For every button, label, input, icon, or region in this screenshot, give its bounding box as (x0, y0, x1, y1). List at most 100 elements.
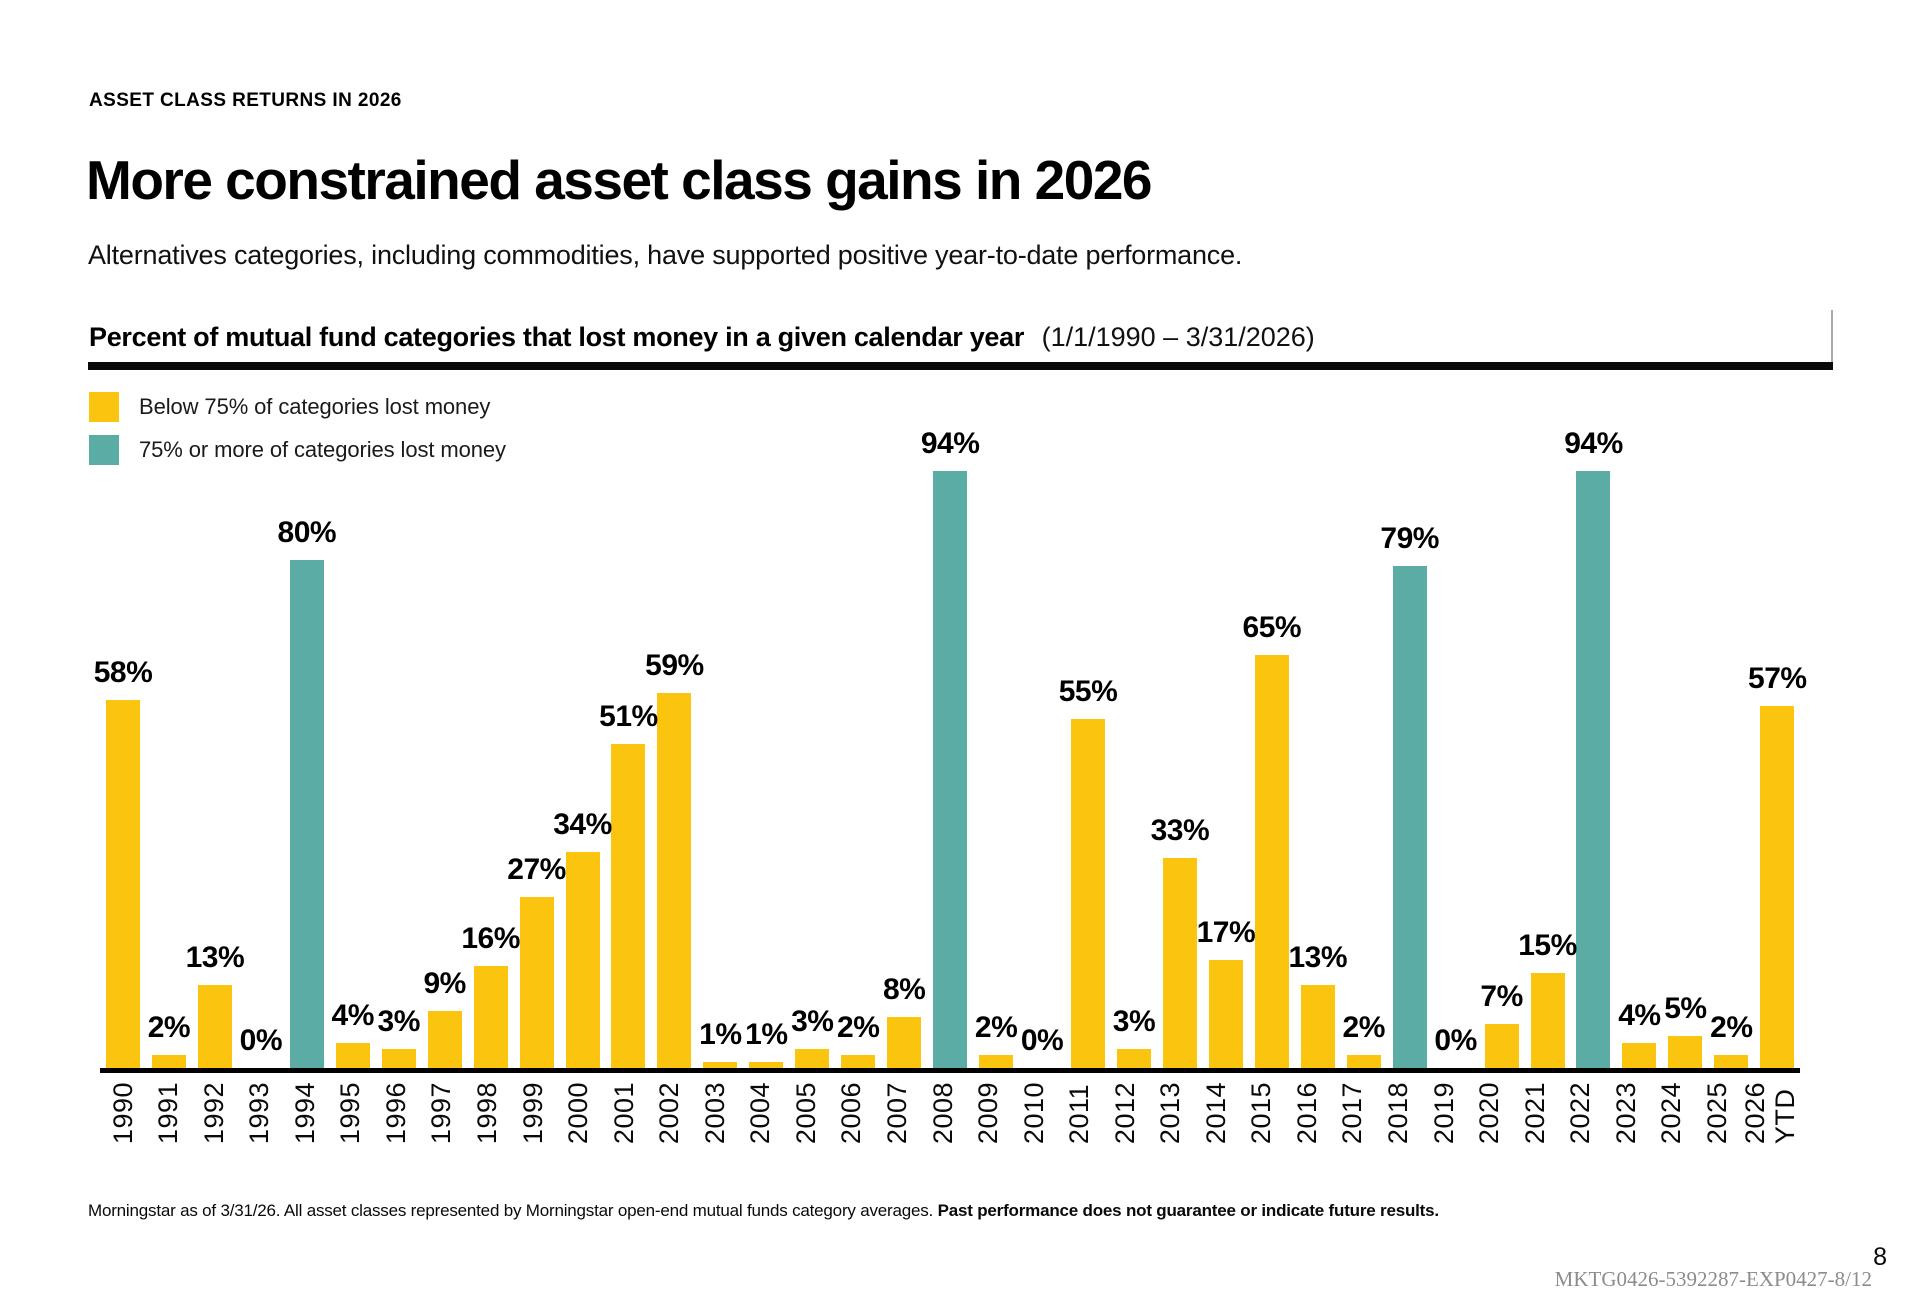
x-tick-label-2019: 2019 (1428, 1082, 1459, 1145)
bar-column-2020: 7% (1479, 433, 1525, 1068)
value-label-2026-YTD: 57% (1748, 662, 1807, 696)
x-tick-label-2004: 2004 (745, 1082, 776, 1145)
bar-column-2002: 59% (645, 433, 704, 1068)
x-tick-2008: 2008 (920, 1073, 966, 1144)
value-label-2025: 2% (1710, 1011, 1753, 1045)
x-tick-label-1994: 1994 (289, 1082, 320, 1145)
legend-item-below-75: Below 75% of categories lost money (89, 392, 506, 422)
x-tick-label-1999: 1999 (517, 1082, 548, 1145)
bar-chart-x-axis: 1990 1991 1992 1993 1994 1995 1996 1997 1998 1999… (100, 1073, 1800, 1144)
bar-1998 (473, 966, 508, 1068)
value-label-1990: 58% (93, 655, 153, 689)
bar-2020 (1484, 1023, 1519, 1068)
x-tick-2026-YTD: 2026 YTD (1740, 1073, 1800, 1144)
bar-column-1996: 3% (376, 433, 422, 1068)
bar-column-2003: 1% (697, 433, 743, 1068)
x-tick-label-2000: 2000 (563, 1082, 594, 1145)
x-tick-label-2010: 2010 (1018, 1082, 1049, 1145)
x-tick-2022: 2022 (1558, 1073, 1604, 1144)
bar-column-2025: 2% (1708, 433, 1754, 1068)
x-tick-2023: 2023 (1603, 1073, 1649, 1144)
x-tick-label-2015: 2015 (1246, 1082, 1277, 1145)
x-tick-1992: 1992 (191, 1073, 237, 1144)
footnote-source-text: Morningstar as of 3/31/26. All asset cla… (88, 1201, 938, 1220)
bar-column-2011: 55% (1059, 433, 1118, 1068)
bar-column-2015: 65% (1243, 433, 1302, 1068)
legend-swatch-teal (89, 435, 119, 465)
value-label-2013: 33% (1150, 814, 1210, 848)
bar-2015 (1254, 655, 1289, 1068)
bar-column-1993: 0% (238, 433, 284, 1068)
x-tick-1996: 1996 (373, 1073, 419, 1144)
x-tick-2013: 2013 (1148, 1073, 1194, 1144)
chart-title-date-range: (1/1/1990 – 3/31/2026) (1041, 322, 1315, 352)
x-tick-label-2024: 2024 (1656, 1082, 1687, 1145)
value-label-1991: 2% (147, 1011, 191, 1045)
x-tick-2000: 2000 (555, 1073, 601, 1144)
x-tick-2010: 2010 (1011, 1073, 1057, 1144)
bar-1990 (105, 699, 140, 1068)
chart-title: Percent of mutual fund categories that l… (89, 322, 1315, 353)
page-title: More constrained asset class gains in 20… (86, 149, 1153, 211)
bar-2021 (1530, 972, 1565, 1068)
legend-label: 75% or more of categories lost money (139, 437, 506, 462)
x-tick-2025: 2025 (1694, 1073, 1740, 1144)
x-tick-2009: 2009 (965, 1073, 1011, 1144)
bar-2007 (887, 1017, 922, 1068)
x-tick-2019: 2019 (1421, 1073, 1467, 1144)
x-tick-label-1990: 1990 (107, 1082, 138, 1145)
legend-item-75-or-more: 75% or more of categories lost money (89, 435, 506, 465)
bar-2016 (1300, 985, 1335, 1068)
value-label-2019: 0% (1434, 1024, 1477, 1057)
bar-2024 (1668, 1036, 1703, 1068)
bar-column-1999: 27% (507, 433, 566, 1068)
x-tick-2021: 2021 (1512, 1073, 1558, 1144)
bar-column-2019: 0% (1433, 433, 1479, 1068)
x-tick-label-2006: 2006 (836, 1082, 867, 1145)
x-tick-label-1991: 1991 (153, 1082, 184, 1145)
value-label-1992: 13% (185, 941, 245, 975)
value-label-1994: 80% (277, 516, 337, 549)
x-tick-1993: 1993 (237, 1073, 283, 1144)
bar-2022 (1576, 471, 1611, 1068)
x-tick-2002: 2002 (647, 1073, 693, 1144)
bar-column-2021: 15% (1518, 433, 1577, 1068)
header-divider-rule (88, 310, 1833, 370)
x-tick-1997: 1997 (419, 1073, 465, 1144)
x-tick-2014: 2014 (1193, 1073, 1239, 1144)
bar-column-2013: 33% (1151, 433, 1210, 1068)
x-tick-label-2021: 2021 (1519, 1082, 1550, 1145)
value-label-2018: 79% (1380, 522, 1439, 556)
value-label-2008: 94% (920, 427, 980, 461)
x-tick-2018: 2018 (1375, 1073, 1421, 1144)
x-tick-label-2011: 2011 (1064, 1084, 1095, 1145)
x-tick-label-2007: 2007 (881, 1082, 912, 1145)
x-tick-label-2022: 2022 (1565, 1082, 1596, 1145)
chart-legend: Below 75% of categories lost money 75% o… (89, 392, 506, 478)
x-tick-label-2017: 2017 (1337, 1082, 1368, 1145)
bar-column-1997: 9% (422, 433, 468, 1068)
chart-title-text: Percent of mutual fund categories that l… (89, 322, 1025, 352)
x-tick-2001: 2001 (601, 1073, 647, 1144)
bar-2014 (1208, 960, 1243, 1068)
x-tick-label-1997: 1997 (426, 1082, 457, 1145)
value-label-2020: 7% (1480, 979, 1523, 1013)
x-tick-label-2005: 2005 (790, 1082, 821, 1145)
x-tick-label-1998: 1998 (472, 1082, 503, 1145)
x-tick-label-2020: 2020 (1474, 1082, 1505, 1145)
bar-2012 (1116, 1048, 1151, 1068)
value-label-2009: 2% (974, 1011, 1018, 1045)
bar-column-2004: 1% (743, 433, 789, 1068)
bar-column-2018: 79% (1380, 433, 1439, 1068)
x-tick-label-2003: 2003 (699, 1082, 730, 1145)
bar-column-2024: 5% (1662, 433, 1708, 1068)
value-label-2012: 3% (1112, 1004, 1156, 1038)
x-tick-label-1995: 1995 (335, 1082, 366, 1145)
bar-2018 (1392, 566, 1427, 1068)
eyebrow-kicker: ASSET CLASS RETURNS IN 2026 (89, 90, 402, 111)
x-tick-1995: 1995 (328, 1073, 374, 1144)
value-label-2004: 1% (745, 1017, 788, 1051)
x-tick-2005: 2005 (783, 1073, 829, 1144)
x-tick-2007: 2007 (874, 1073, 920, 1144)
